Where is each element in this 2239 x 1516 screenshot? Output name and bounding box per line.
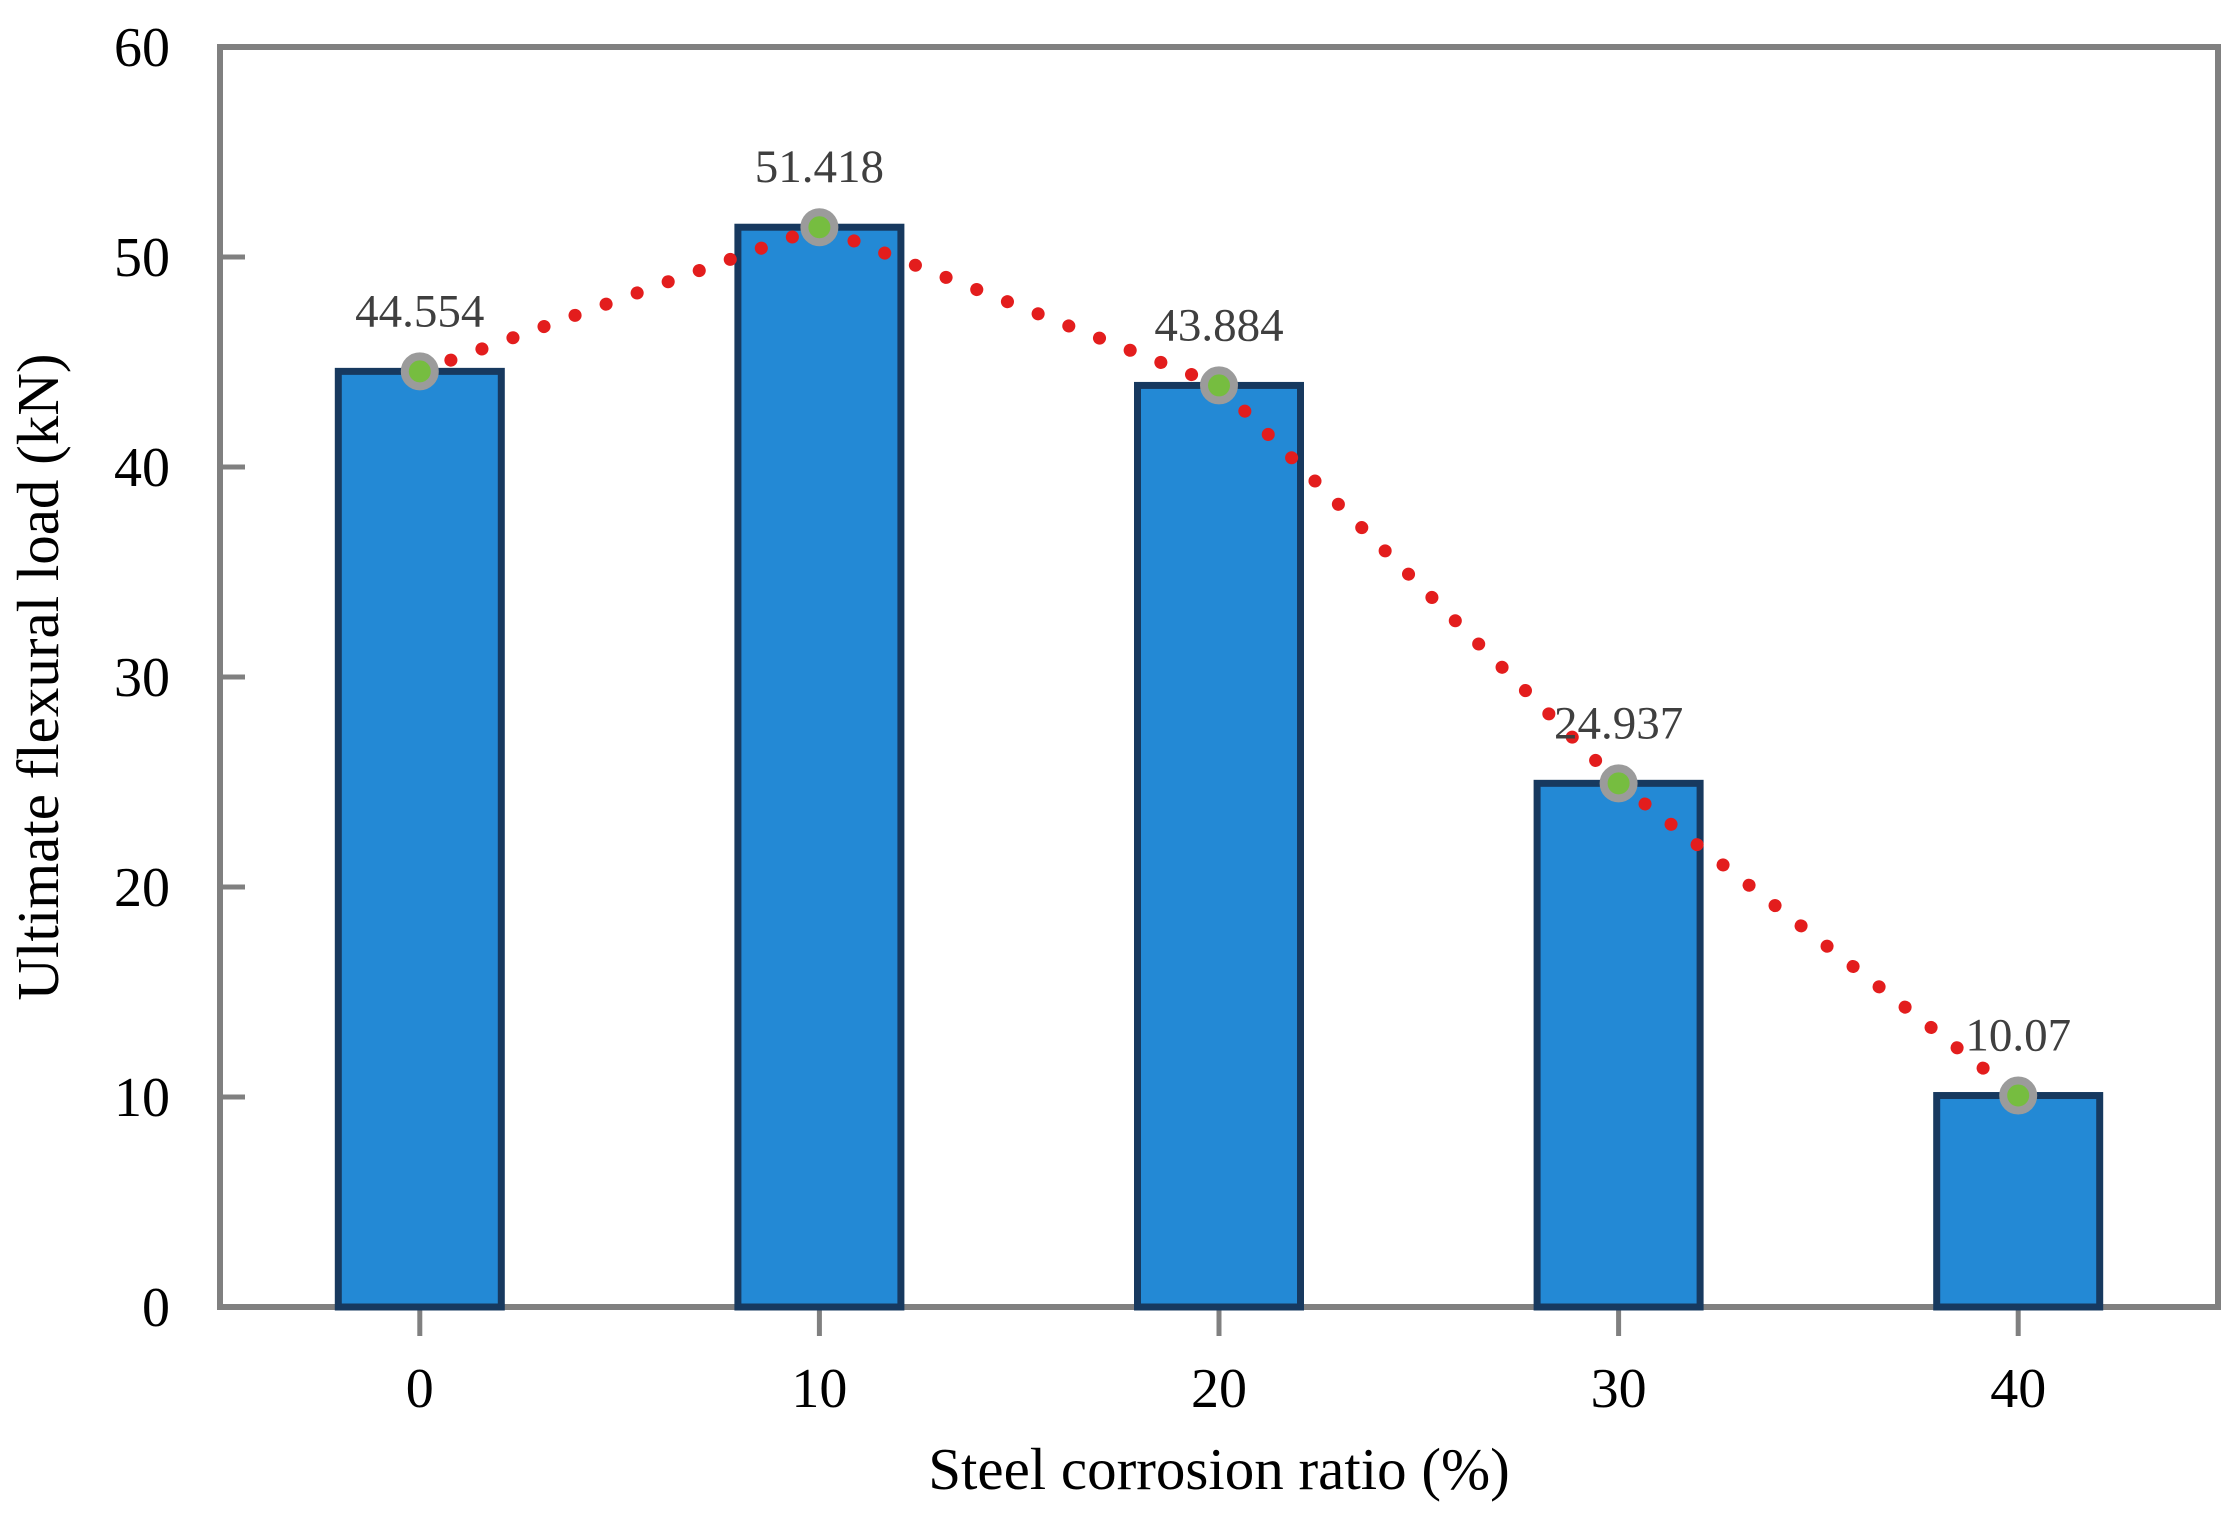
y-axis-tick-label: 40 — [114, 437, 170, 499]
y-axis-tick-label: 50 — [114, 227, 170, 289]
x-axis-tick-label: 10 — [791, 1358, 847, 1420]
y-axis-title: Ultimate flexural load (kN) — [5, 353, 71, 1000]
x-axis-tick-label: 40 — [1990, 1358, 2046, 1420]
data-point-marker — [400, 352, 439, 391]
y-axis-tick-label: 30 — [114, 647, 170, 709]
data-label: 43.884 — [1154, 299, 1283, 351]
y-axis-tick-label: 20 — [114, 857, 170, 919]
data-labels-layer: 44.554 51.418 43.884 24.937 10.07 — [355, 141, 2071, 1061]
y-axis-tick-label: 0 — [142, 1277, 170, 1339]
bar-10pct — [734, 223, 905, 1311]
y-axis-tick-label: 60 — [114, 17, 170, 79]
x-axis-tick-label: 20 — [1191, 1358, 1247, 1420]
data-label: 51.418 — [755, 141, 884, 193]
data-point-marker — [1599, 764, 1638, 803]
bar-20pct — [1134, 381, 1304, 1311]
data-point-marker — [1999, 1076, 2038, 1115]
data-point-marker — [800, 208, 839, 247]
markers-layer — [400, 208, 2038, 1115]
bar-40pct — [1933, 1092, 2104, 1311]
data-label: 44.554 — [355, 285, 484, 337]
data-label: 24.937 — [1554, 697, 1683, 749]
bar-0pct — [334, 367, 505, 1311]
bars-layer — [334, 223, 2104, 1311]
data-point-marker — [1200, 366, 1238, 405]
x-axis-tick-label: 30 — [1591, 1358, 1647, 1420]
x-axis-title: Steel corrosion ratio (%) — [928, 1436, 1510, 1502]
bar-30pct — [1533, 779, 1704, 1311]
y-axis-tick-label: 10 — [114, 1067, 170, 1129]
x-axis-tick-label: 0 — [406, 1358, 434, 1420]
data-label: 10.07 — [1965, 1010, 2071, 1062]
